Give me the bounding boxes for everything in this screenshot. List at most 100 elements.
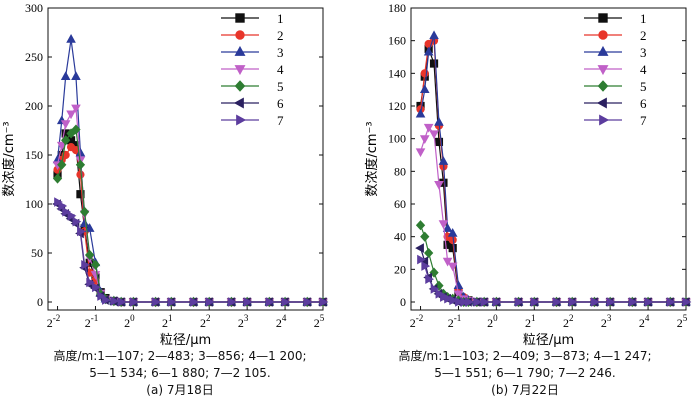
series-7-point [54, 197, 63, 207]
y-tick-label: 250 [25, 50, 43, 64]
series-3-point [60, 71, 71, 80]
series-7-point [265, 297, 275, 307]
x-tick-label: 22 [563, 313, 574, 330]
series-7-point [67, 210, 77, 221]
legend-label-5: 5 [277, 79, 284, 94]
series-4-point [415, 148, 426, 158]
series-7-point [117, 297, 127, 307]
series-7-point [167, 297, 177, 307]
series-7-point [130, 297, 139, 307]
series-1 [416, 44, 691, 307]
legend-marker-7 [599, 114, 610, 126]
series-4-point [429, 130, 439, 140]
series-4-point [434, 181, 444, 190]
series-7-point [81, 259, 90, 270]
y-tick-label: 50 [31, 246, 43, 260]
series-4-point [453, 290, 464, 300]
y-axis-label: 数浓度/cm⁻³ [364, 121, 380, 196]
series-5-line [56, 128, 323, 303]
series-7-point [553, 297, 562, 307]
series-7-point [62, 207, 72, 217]
legend-marker-5 [597, 80, 609, 92]
series-4 [52, 104, 328, 308]
series-7-point [515, 297, 524, 307]
series-7-point [444, 293, 453, 304]
series-5-point [75, 159, 86, 170]
series-7-point [568, 297, 578, 307]
series-4-point [419, 135, 430, 145]
caption-b-line-2: 5—1 551; 6—1 790; 7—2 246. [434, 366, 616, 380]
series-2 [53, 143, 328, 307]
y-tick-label: 40 [394, 230, 406, 244]
legend-marker-5 [234, 80, 246, 92]
series-5-point [420, 231, 430, 242]
series-5-point [415, 220, 426, 231]
series-7-point [77, 226, 86, 237]
y-tick-label: 300 [25, 1, 43, 15]
series-5-point [434, 280, 444, 291]
legend-marker-2 [598, 30, 608, 40]
series-7-point [682, 297, 692, 307]
legend-label-6: 6 [277, 96, 284, 111]
legend-label-2: 2 [277, 28, 284, 43]
panel-label-b: (b) 7月22日 [491, 383, 559, 397]
series-7-point [72, 216, 82, 227]
series-7 [54, 197, 329, 307]
series-7-point [319, 297, 329, 307]
x-tick-label: 21 [525, 313, 536, 330]
series-4-point [71, 104, 81, 114]
caption-a-line-1: 高度/m:1—107; 2—483; 3—856; 4—1 200; [53, 349, 307, 363]
series-4-point [66, 110, 76, 120]
caption-a: 高度/m:1—107; 2—483; 3—856; 4—1 200; 5—1 5… [10, 348, 350, 399]
y-tick-label: 160 [388, 34, 406, 48]
series-5-point [71, 124, 81, 135]
y-tick-label: 60 [394, 197, 406, 211]
series-7-point [493, 297, 502, 307]
series-7-point [480, 297, 490, 307]
legend-marker-1 [598, 13, 608, 23]
series-6-point [415, 243, 424, 253]
legend-marker-3 [234, 45, 246, 56]
panel-label-a: (a) 7月18日 [146, 383, 214, 397]
series-4-point [56, 141, 67, 151]
y-tick-label: 0 [37, 295, 43, 309]
x-tick-label: 24 [276, 313, 287, 330]
x-tick-label: 25 [314, 313, 325, 330]
series-1-point [429, 59, 439, 68]
legend-label-7: 7 [277, 113, 284, 128]
caption-b: 高度/m:1—103; 2—409; 3—873; 4—1 247; 5—1 5… [355, 348, 695, 399]
series-3-point [66, 34, 76, 43]
series-1-point [448, 244, 457, 253]
y-tick-label: 120 [388, 99, 406, 113]
y-tick-label: 100 [25, 197, 43, 211]
x-tick-label: 2-1 [85, 313, 99, 330]
plot-frame [410, 7, 687, 311]
series-5-point [61, 135, 71, 146]
series-4-point [447, 262, 458, 272]
series-7-point [465, 297, 474, 307]
x-tick-label: 22 [200, 313, 211, 330]
legend-label-1: 1 [277, 11, 284, 26]
series-7-point [303, 297, 313, 307]
series-7-point [460, 297, 470, 307]
legend-marker-6 [233, 97, 244, 109]
y-tick-label: 100 [388, 132, 406, 146]
series-3 [415, 30, 691, 306]
series-7-point [644, 297, 654, 307]
series-4-point [423, 123, 434, 133]
series-3-point [447, 228, 458, 237]
legend: 1 2 3 4 5 6 7 [584, 11, 647, 128]
series-7-point [417, 254, 426, 265]
x-tick-label: 2-2 [410, 313, 424, 330]
series-3-point [71, 71, 81, 80]
series-3-point [79, 218, 90, 227]
series-3-point [442, 223, 453, 232]
legend-label-1: 1 [640, 11, 647, 26]
x-axis-label: 粒径/μm [523, 333, 574, 348]
x-tick-label: 2-1 [448, 313, 462, 330]
y-tick-label: 20 [394, 262, 406, 276]
